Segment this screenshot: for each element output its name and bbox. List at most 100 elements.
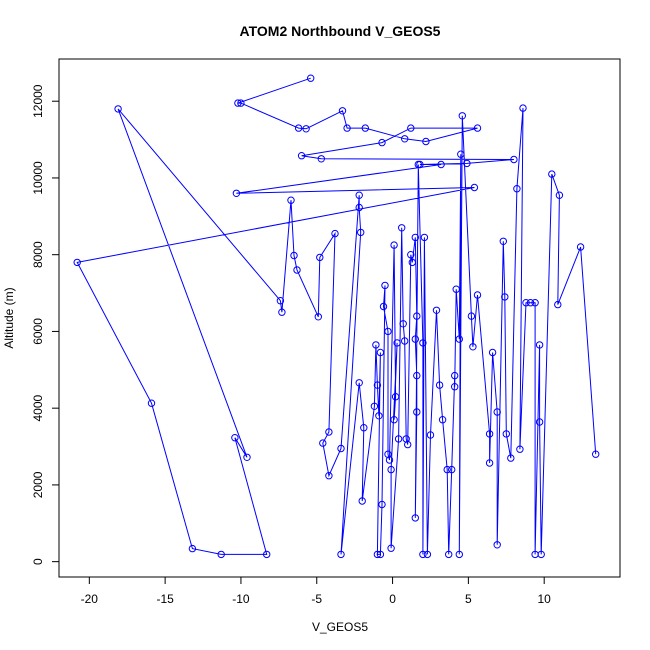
series-path xyxy=(76,77,597,555)
data-point xyxy=(307,74,315,82)
data-point xyxy=(387,465,395,474)
x-axis: -20 -15 -10 -5 0 5 10 xyxy=(81,577,552,606)
data-point xyxy=(470,183,479,192)
data-point xyxy=(73,258,81,267)
data-point xyxy=(537,550,545,559)
data-point xyxy=(554,300,562,309)
data-point xyxy=(448,465,456,474)
data-point xyxy=(411,335,419,343)
x-tick-label: 0 xyxy=(389,592,396,606)
data-point xyxy=(355,191,363,199)
data-point xyxy=(411,514,419,522)
data-point xyxy=(385,456,394,464)
data-point xyxy=(422,137,430,146)
data-point xyxy=(493,408,501,416)
data-point xyxy=(372,341,380,349)
data-point xyxy=(438,416,447,424)
data-point xyxy=(404,440,412,449)
data-point xyxy=(399,320,407,328)
data-point xyxy=(287,196,295,204)
data-point xyxy=(451,371,459,380)
data-point xyxy=(485,430,494,438)
data-point xyxy=(510,155,518,164)
data-point xyxy=(413,408,421,416)
data-point xyxy=(381,281,389,290)
data-point xyxy=(316,253,324,262)
data-point xyxy=(401,337,409,345)
data-point xyxy=(188,544,197,553)
data-point xyxy=(355,379,363,387)
data-point xyxy=(375,412,383,420)
data-point xyxy=(297,152,306,160)
data-point xyxy=(314,313,322,321)
data-point xyxy=(355,203,363,212)
data-point xyxy=(360,424,368,432)
y-tick-label: 4000 xyxy=(31,395,45,422)
data-point xyxy=(387,544,395,552)
data-point xyxy=(325,472,333,480)
data-point xyxy=(452,285,460,293)
data-point xyxy=(445,550,453,559)
data-point xyxy=(458,112,466,120)
series-line xyxy=(76,77,597,555)
data-point xyxy=(535,418,544,426)
data-point xyxy=(294,124,303,132)
y-tick-label: 12000 xyxy=(31,84,45,118)
y-tick-label: 8000 xyxy=(31,241,45,268)
data-point xyxy=(390,241,398,249)
data-point xyxy=(443,465,451,474)
x-tick-label: -15 xyxy=(156,592,174,606)
data-point xyxy=(391,393,400,401)
data-point xyxy=(361,124,369,132)
data-point xyxy=(114,105,122,113)
plot-frame xyxy=(58,58,621,578)
data-point xyxy=(411,233,419,242)
data-point xyxy=(420,233,429,242)
data-point xyxy=(419,339,427,347)
data-point xyxy=(467,312,476,320)
data-point xyxy=(451,383,459,391)
data-point xyxy=(455,335,463,343)
data-point xyxy=(232,189,241,198)
data-point xyxy=(390,416,398,424)
x-tick-label: 10 xyxy=(538,592,552,606)
data-point xyxy=(393,339,401,347)
data-point xyxy=(398,224,406,232)
data-point xyxy=(473,291,482,299)
data-point xyxy=(432,306,441,314)
x-tick-label: 5 xyxy=(465,592,472,606)
data-point xyxy=(488,348,497,357)
data-point xyxy=(263,550,271,559)
data-point xyxy=(437,160,445,169)
data-point xyxy=(413,312,421,320)
data-point xyxy=(455,550,463,559)
data-point xyxy=(401,135,409,143)
data-point xyxy=(426,431,435,439)
data-point xyxy=(548,170,556,178)
data-point xyxy=(513,185,521,193)
data-point xyxy=(234,99,242,107)
data-point xyxy=(337,550,345,559)
data-point xyxy=(319,439,327,447)
data-point xyxy=(469,343,477,351)
data-point xyxy=(373,550,382,559)
data-point xyxy=(463,159,471,168)
data-point xyxy=(499,237,507,246)
data-point xyxy=(502,430,510,438)
data-point xyxy=(394,435,403,443)
data-point xyxy=(147,399,156,407)
data-point xyxy=(358,497,366,505)
chart-title: ATOM2 Northbound V_GEOS5 xyxy=(240,23,441,39)
data-point xyxy=(485,459,494,467)
data-point xyxy=(576,243,585,251)
data-point xyxy=(302,125,310,133)
data-point xyxy=(276,297,285,305)
data-point xyxy=(507,454,515,462)
data-point xyxy=(435,381,444,389)
data-point xyxy=(522,299,530,307)
data-point xyxy=(419,550,427,559)
data-point xyxy=(413,371,421,380)
x-tick-label: -20 xyxy=(81,592,99,606)
data-point xyxy=(357,228,365,237)
